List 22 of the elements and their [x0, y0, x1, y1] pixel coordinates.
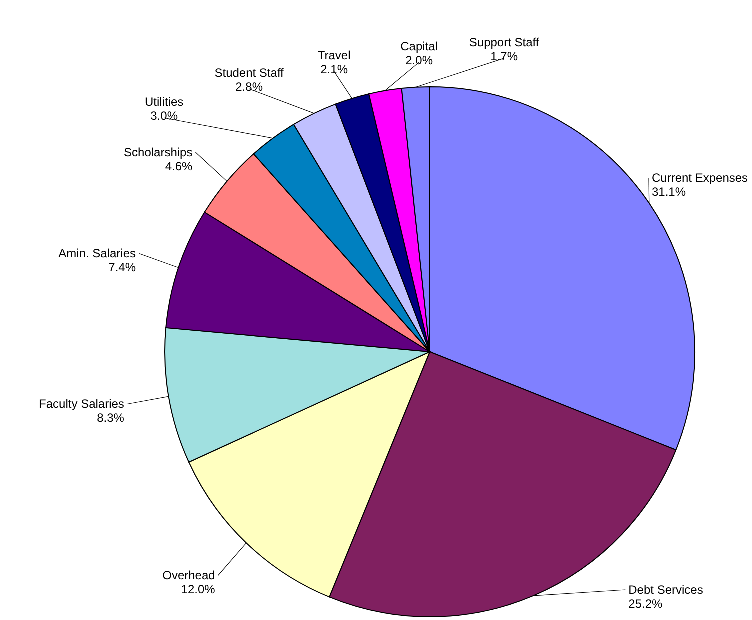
slice-label: Scholarships	[124, 145, 193, 160]
slice-label: Overhead	[162, 568, 216, 583]
data-label: 25.2%	[628, 597, 663, 611]
data-label: 4.6%	[165, 159, 194, 174]
data-label: 7.4%	[108, 260, 136, 275]
data-label: 2.1%	[320, 62, 348, 77]
data-label: 12.0%	[181, 582, 216, 597]
data-label: 1.7%	[490, 49, 518, 64]
data-label: 2.0%	[406, 53, 434, 68]
slice-label: Capital	[400, 39, 438, 54]
data-label: 31.1%	[652, 185, 686, 200]
data-label: 2.8%	[236, 80, 264, 94]
slice-label: Debt Services	[628, 583, 704, 597]
slice-label: Support Staff	[469, 35, 540, 50]
data-label: 3.0%	[150, 109, 178, 124]
slice-label: Utilities	[144, 95, 184, 110]
slice-label: Student Staff	[214, 66, 285, 80]
slice-label: Travel	[318, 48, 351, 63]
slice-label: Amin. Salaries	[58, 246, 136, 261]
slice-label: Current Expenses	[652, 171, 748, 186]
data-label: 8.3%	[97, 411, 125, 426]
slice-label: Faculty Salaries	[39, 397, 124, 412]
